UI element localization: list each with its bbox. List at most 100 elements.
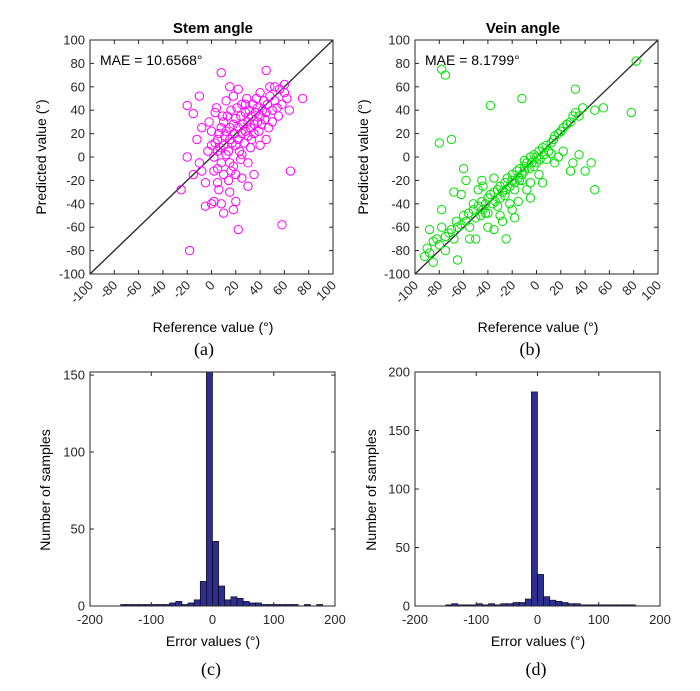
data-point	[489, 173, 499, 183]
data-point	[500, 190, 510, 201]
data-point	[500, 178, 510, 188]
x-tick-label: 0	[202, 278, 218, 294]
data-layer	[415, 40, 658, 274]
y-tick-label: -20	[66, 173, 85, 188]
data-point	[259, 96, 269, 106]
data-point	[284, 105, 294, 115]
data-point	[223, 175, 234, 186]
data-point	[214, 128, 224, 139]
x-tick-label: -100	[463, 612, 489, 627]
data-point	[221, 126, 231, 136]
data-point	[509, 185, 520, 195]
data-point	[209, 196, 219, 207]
panel-c-caption: (c)	[201, 659, 221, 680]
histogram-bar	[206, 372, 213, 606]
data-point	[480, 208, 491, 218]
y-tick-label: 100	[63, 33, 85, 48]
data-point	[265, 82, 275, 92]
data-point	[456, 189, 466, 200]
data-point	[598, 103, 609, 113]
data-point	[513, 196, 523, 207]
data-point	[282, 93, 292, 104]
y-tick-label: 0	[78, 150, 85, 165]
data-point	[194, 158, 205, 168]
panel-b-plot: MAE = 8.1799°-100 -80 -60 -40 -20 0 20 40 60 8010…	[384, 33, 664, 307]
y-tick-label: 60	[71, 79, 85, 94]
data-point	[200, 178, 211, 188]
data-point	[577, 103, 588, 113]
data-point	[449, 187, 459, 197]
x-tick-label: -200	[402, 612, 428, 627]
data-point	[440, 245, 451, 256]
data-point	[228, 204, 239, 215]
data-point	[240, 126, 251, 136]
panel-c-plot: -200 -100 0 100 200 0 50 100 150	[63, 368, 346, 627]
data-point	[489, 224, 499, 235]
histogram-bar	[212, 541, 219, 606]
data-point	[260, 114, 270, 125]
data-point	[424, 248, 435, 258]
histogram-bar	[175, 601, 183, 606]
data-point	[261, 134, 271, 145]
y-tick-label: -20	[391, 173, 410, 188]
histogram-bar	[199, 581, 207, 606]
y-tick-label: -100	[59, 267, 85, 282]
y-tick-label: 40	[71, 103, 85, 118]
data-point	[586, 158, 596, 168]
data-point	[514, 175, 525, 186]
x-tick-label: -100	[138, 612, 164, 627]
y-tick-label: 0	[403, 599, 410, 614]
data-point	[570, 107, 581, 118]
data-point	[273, 111, 284, 121]
data-point	[574, 149, 584, 160]
y-tick-label: 200	[388, 365, 410, 380]
y-tick-label: 100	[63, 445, 85, 460]
data-point	[570, 84, 581, 94]
x-tick-label: 100	[588, 612, 610, 627]
histogram-bar	[224, 599, 232, 606]
data-point	[558, 123, 568, 133]
x-tick-label: -20	[494, 278, 518, 302]
data-point	[488, 199, 498, 209]
data-point	[461, 175, 471, 186]
data-point	[507, 175, 517, 186]
histogram-bar	[555, 601, 563, 606]
x-tick-label: -80	[422, 278, 446, 302]
data-point	[534, 169, 544, 180]
histogram-bar	[537, 574, 544, 606]
data-point	[428, 257, 438, 267]
histogram-bar	[518, 602, 526, 606]
panel-b-caption: (b)	[520, 339, 541, 360]
data-point	[225, 187, 235, 197]
data-point	[279, 79, 290, 90]
x-tick-label: 40	[570, 278, 591, 299]
data-point	[249, 169, 259, 180]
histogram-bar	[543, 596, 551, 606]
data-point	[590, 185, 600, 195]
data-point	[546, 148, 556, 159]
panel-c-ylabel: Number of samples	[37, 429, 53, 550]
y-tick-label: 100	[388, 33, 410, 48]
panel-d-xlabel: Error values (°)	[491, 633, 585, 649]
data-point	[225, 82, 235, 92]
data-point	[218, 140, 229, 151]
data-point	[206, 199, 217, 209]
data-point	[541, 154, 551, 165]
y-tick-label: 50	[396, 540, 410, 555]
x-tick-label: -60	[121, 278, 145, 302]
data-point	[471, 234, 481, 244]
panel-d: -200 -100 0 100 200 0 50 100 150 200 Error values…	[363, 365, 671, 681]
x-tick-label: -100	[392, 278, 421, 307]
panel-a-plot: MAE = 10.6568°-100 -80 -60 -40 -20 0 20 40 60 801…	[59, 33, 339, 307]
data-point	[254, 126, 264, 136]
data-point	[274, 84, 285, 94]
y-tick-label: -60	[391, 220, 410, 235]
data-point	[277, 220, 287, 230]
data-point	[267, 117, 277, 127]
data-point	[176, 185, 186, 195]
y-tick-label: -40	[391, 196, 410, 211]
y-tick-label: 20	[396, 126, 410, 141]
reference-line	[90, 40, 333, 274]
x-tick-label: 100	[263, 612, 285, 627]
data-point	[200, 201, 211, 211]
